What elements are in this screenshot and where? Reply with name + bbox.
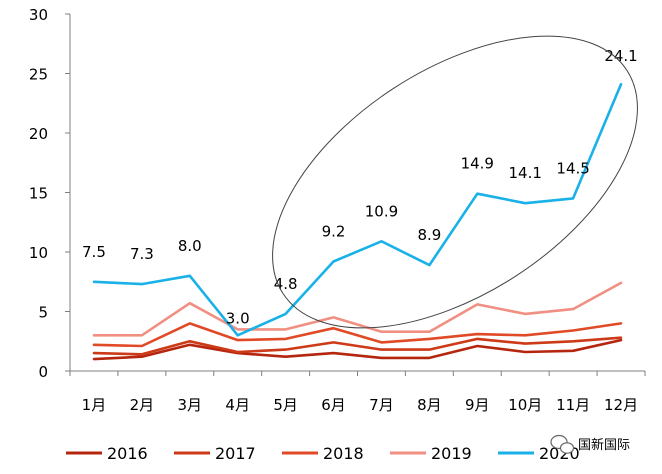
- legend-label: 2019: [431, 444, 472, 463]
- data-label: 7.3: [130, 245, 154, 263]
- series-line-2016: [92, 338, 623, 361]
- y-tick-label: 0: [38, 363, 48, 381]
- series-line-2017: [92, 336, 623, 356]
- x-tick-label: 4月: [225, 396, 250, 414]
- x-tick-label: 3月: [178, 396, 203, 414]
- x-tick-label: 1月: [82, 396, 107, 414]
- data-label: 8.9: [417, 226, 441, 244]
- data-label: 4.8: [274, 275, 298, 293]
- legend-item-2016: 2016: [66, 444, 148, 463]
- y-tick-label: 30: [29, 6, 48, 24]
- data-label: 14.1: [509, 164, 542, 182]
- data-label: 10.9: [365, 202, 398, 220]
- y-tick-label: 20: [29, 125, 48, 143]
- data-label: 7.5: [82, 243, 106, 261]
- y-axis: 0 5 10 15 20 25 30: [29, 6, 71, 381]
- data-label: 14.9: [461, 155, 494, 173]
- series-line-2018: [92, 322, 623, 348]
- data-label: 8.0: [178, 237, 202, 255]
- data-label: 14.5: [556, 159, 589, 177]
- series-lines: [92, 82, 623, 361]
- x-tick-label: 11月: [556, 396, 590, 414]
- series-line-2019: [92, 281, 623, 337]
- y-tick-label: 15: [29, 185, 48, 203]
- x-tick-label: 8月: [417, 396, 442, 414]
- series-line-2020: [92, 82, 623, 337]
- x-tick-label: 2月: [130, 396, 155, 414]
- legend-label: 2018: [323, 444, 364, 463]
- highlight-ellipse: [272, 35, 638, 329]
- legend-label: 2016: [107, 444, 148, 463]
- watermark-text: 国新国际: [578, 437, 630, 453]
- x-tick-label: 7月: [369, 396, 394, 414]
- data-label: 3.0: [226, 309, 250, 327]
- watermark: 国新国际: [550, 434, 630, 454]
- y-tick-label: 10: [29, 244, 48, 262]
- legend-item-2019: 2019: [390, 444, 472, 463]
- y-tick-label: 25: [29, 66, 48, 84]
- legend-item-2018: 2018: [282, 444, 364, 463]
- wechat-icon: [550, 434, 575, 454]
- x-tick-label: 12月: [604, 396, 638, 414]
- x-tick-label: 10月: [508, 396, 542, 414]
- data-labels: 7.5 7.3 8.0 3.0 4.8 9.2 10.9 8.9 14.9 14.1 14.5 24.…: [82, 47, 638, 327]
- data-label: 9.2: [322, 223, 346, 241]
- y-tick-label: 5: [38, 304, 48, 322]
- x-tick-label: 5月: [273, 396, 298, 414]
- legend-label: 2017: [215, 444, 256, 463]
- x-tick-label: 6月: [321, 396, 346, 414]
- x-axis: 1月 2月 3月 4月 5月 6月 7月 8月 9月 10月 11月 12月: [69, 370, 646, 414]
- legend-item-2017: 2017: [174, 444, 256, 463]
- legend: 2016 2017 2018 2019 2020: [66, 444, 580, 463]
- x-tick-label: 9月: [465, 396, 490, 414]
- data-label: 24.1: [604, 47, 637, 65]
